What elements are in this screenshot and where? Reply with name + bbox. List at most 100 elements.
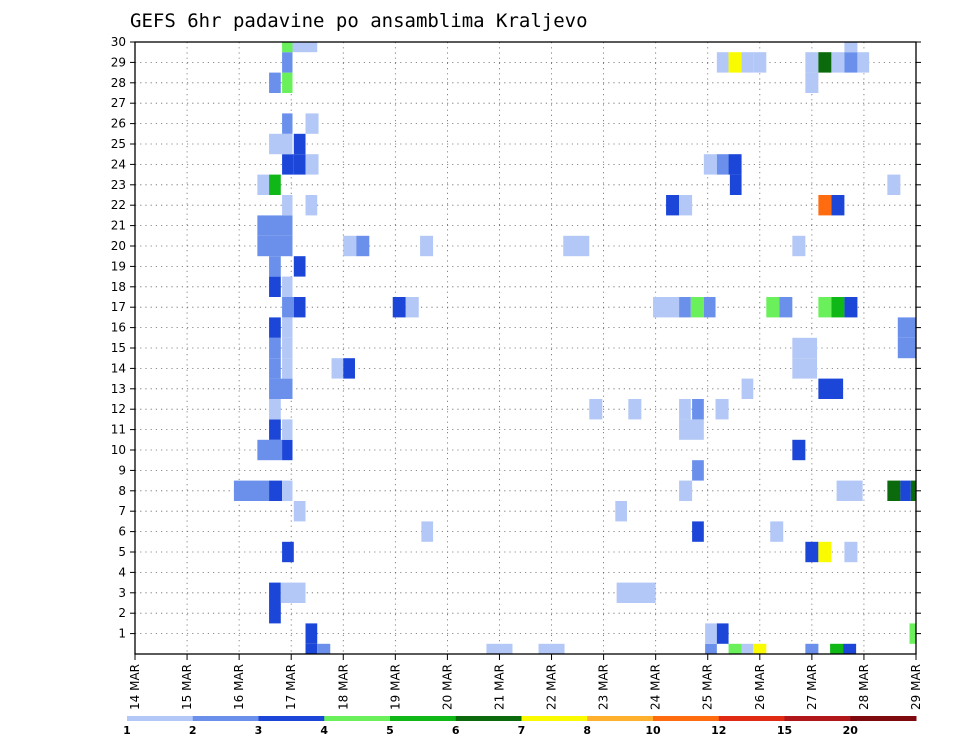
data-cell bbox=[831, 195, 845, 216]
y-tick-label: 21 bbox=[111, 219, 126, 233]
data-cell bbox=[705, 623, 717, 644]
data-cell bbox=[818, 297, 832, 318]
y-tick-label: 10 bbox=[111, 443, 126, 457]
x-tick-label: 22 MAR bbox=[545, 664, 559, 710]
data-cell bbox=[679, 195, 693, 216]
colorbar-label: 7 bbox=[518, 724, 526, 737]
data-cell bbox=[293, 133, 306, 155]
data-cell bbox=[831, 52, 845, 73]
data-cell bbox=[818, 195, 832, 216]
chart-title: GEFS 6hr padavine po ansamblima Kraljevo bbox=[130, 10, 588, 32]
data-cell bbox=[766, 297, 780, 318]
colorbar-label: 10 bbox=[645, 724, 661, 737]
y-tick-label: 1 bbox=[118, 627, 126, 641]
data-cell bbox=[844, 52, 858, 73]
data-cell bbox=[703, 297, 716, 318]
colorbar-swatch bbox=[521, 716, 588, 721]
data-cell bbox=[887, 480, 901, 501]
data-cell bbox=[233, 480, 270, 501]
data-cell bbox=[420, 235, 434, 257]
y-tick-label: 30 bbox=[111, 35, 126, 49]
data-cell bbox=[343, 235, 357, 257]
data-cell bbox=[305, 195, 318, 216]
data-cell bbox=[269, 256, 281, 277]
colorbar-swatch bbox=[718, 716, 785, 721]
colorbar-label: 2 bbox=[189, 724, 197, 737]
colorbar-label: 20 bbox=[843, 724, 859, 737]
data-cell bbox=[292, 42, 318, 53]
data-cell bbox=[282, 337, 293, 359]
colorbar-label: 6 bbox=[452, 724, 460, 737]
data-cell bbox=[909, 623, 916, 644]
data-cell bbox=[282, 480, 293, 501]
data-cell bbox=[741, 378, 754, 399]
x-tick-label: 17 MAR bbox=[284, 664, 298, 710]
data-cell bbox=[690, 297, 704, 318]
data-cell bbox=[818, 541, 832, 563]
data-cell bbox=[538, 643, 565, 654]
y-tick-label: 27 bbox=[111, 96, 126, 110]
data-cell bbox=[692, 399, 704, 420]
data-cell bbox=[486, 643, 513, 654]
data-cell bbox=[293, 297, 306, 318]
y-tick-label: 11 bbox=[111, 423, 126, 437]
data-cell bbox=[692, 521, 704, 542]
colorbar-swatch bbox=[258, 716, 325, 721]
data-cell bbox=[792, 358, 818, 379]
data-cell bbox=[830, 643, 844, 654]
y-tick-label: 2 bbox=[118, 606, 126, 620]
data-cell bbox=[269, 419, 281, 440]
data-cell bbox=[282, 42, 293, 53]
x-tick-label: 20 MAR bbox=[440, 664, 454, 710]
data-cell bbox=[753, 643, 767, 654]
data-cell bbox=[628, 399, 642, 420]
colorbar-swatch bbox=[455, 716, 522, 721]
data-cell bbox=[269, 317, 281, 338]
data-cell bbox=[269, 582, 281, 603]
data-cell bbox=[257, 439, 283, 461]
data-cell bbox=[305, 113, 319, 134]
y-tick-label: 16 bbox=[111, 321, 126, 335]
data-cell bbox=[716, 623, 729, 644]
data-cell bbox=[317, 643, 331, 654]
x-axis: 14 MAR 15 MAR 16 MAR 17 MAR 18 MAR 19 MAR 20 M… bbox=[128, 654, 923, 710]
data-cells bbox=[233, 42, 916, 654]
data-cell bbox=[269, 378, 293, 399]
y-tick-label: 24 bbox=[111, 157, 126, 171]
data-cell bbox=[269, 603, 281, 624]
data-cell bbox=[589, 399, 603, 420]
data-cell bbox=[269, 133, 293, 155]
y-tick-label: 26 bbox=[111, 117, 126, 131]
data-cell bbox=[716, 154, 729, 175]
data-cell bbox=[269, 480, 283, 501]
colorbar-swatch bbox=[850, 716, 917, 721]
colorbar-label: 4 bbox=[320, 724, 328, 737]
colorbar-label: 1 bbox=[123, 724, 131, 737]
data-cell bbox=[282, 195, 293, 216]
data-cell bbox=[282, 419, 293, 440]
y-tick-label: 3 bbox=[118, 586, 126, 600]
data-cell bbox=[392, 297, 406, 318]
data-cell bbox=[305, 643, 318, 654]
data-cell bbox=[269, 276, 281, 297]
y-tick-label: 12 bbox=[111, 402, 126, 416]
data-cell bbox=[792, 337, 818, 359]
colorbar-label: 5 bbox=[386, 724, 394, 737]
data-cell bbox=[257, 174, 270, 195]
data-cell bbox=[729, 174, 742, 195]
data-cell bbox=[269, 399, 281, 420]
data-cell bbox=[269, 72, 281, 93]
data-cell bbox=[563, 235, 590, 257]
y-tick-label: 7 bbox=[118, 504, 126, 518]
data-cell bbox=[293, 154, 306, 175]
data-cell bbox=[269, 174, 281, 195]
colorbar-swatch bbox=[390, 716, 457, 721]
data-cell bbox=[753, 52, 767, 73]
data-cell bbox=[305, 154, 319, 175]
y-tick-label: 8 bbox=[118, 484, 126, 498]
y-tick-label: 23 bbox=[111, 178, 126, 192]
data-cell bbox=[741, 52, 754, 73]
y-tick-label: 15 bbox=[111, 341, 126, 355]
x-tick-label: 18 MAR bbox=[336, 664, 350, 710]
